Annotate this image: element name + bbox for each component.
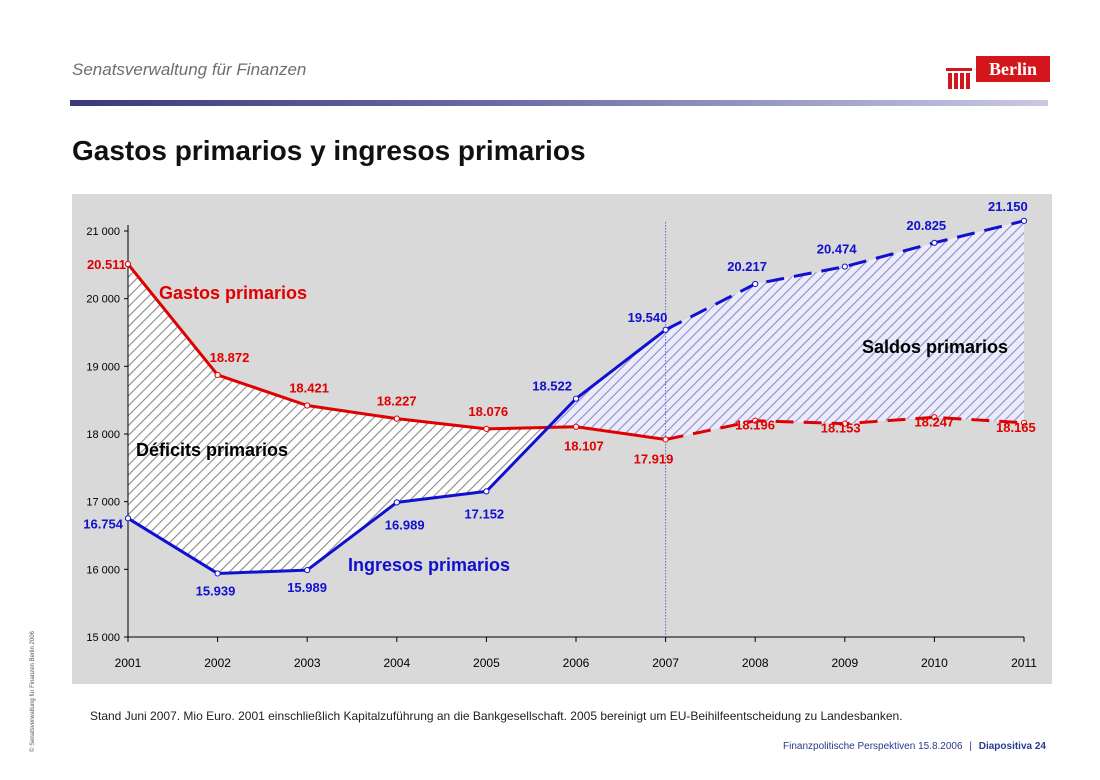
berlin-bear-mark-icon — [946, 68, 972, 89]
point-ingresos — [214, 570, 221, 577]
point-gastos — [572, 423, 580, 430]
series-label-ingresos: Ingresos primarios — [348, 555, 510, 575]
data-label-ingresos: 18.522 — [532, 379, 572, 394]
point-gastos — [304, 402, 311, 409]
surplus-area — [548, 220, 1024, 440]
primary-balance-chart: 15 000 16 000 17 000 18 000 19 000 20 000 21 0… — [72, 194, 1052, 684]
data-label-ingresos: 20.217 — [727, 259, 767, 274]
point-gastos — [841, 420, 848, 427]
data-label-gastos: 18.107 — [564, 439, 604, 454]
y-tick-label: 17 000 — [86, 497, 120, 509]
line-ingresos-projection — [664, 219, 1025, 332]
x-tick-label: 2001 — [115, 656, 142, 670]
page-number: Diapositiva 24 — [978, 741, 1046, 752]
data-label-ingresos: 21.150 — [988, 199, 1028, 214]
data-label-gastos: 18.421 — [289, 381, 329, 396]
logo-badge — [976, 56, 1050, 82]
footer-separator: | — [969, 741, 972, 752]
data-label-gastos: 20.511 — [87, 257, 126, 272]
point-gastos — [1020, 419, 1028, 426]
data-label-gastos: 18.196 — [735, 418, 775, 433]
point-ingresos — [304, 566, 311, 574]
y-tick-label: 21 000 — [86, 226, 120, 238]
x-tick-label: 2007 — [652, 656, 679, 670]
point-gastos — [662, 436, 669, 443]
point-gastos — [931, 414, 938, 421]
y-tick-label: 16 000 — [86, 564, 120, 576]
x-tick-label: 2003 — [294, 656, 321, 670]
point-ingresos — [393, 499, 400, 506]
series-label-gastos: Gastos primarios — [159, 283, 307, 303]
footer-source: Finanzpolitische Perspektiven 15.8.2006 — [783, 741, 963, 752]
y-tick-label: 19 000 — [86, 361, 120, 373]
data-label-gastos: 18.153 — [821, 421, 861, 436]
data-label-ingresos: 17.152 — [464, 506, 504, 521]
data-label-ingresos: 20.474 — [817, 242, 858, 257]
x-tick-label: 2009 — [831, 656, 858, 670]
data-label-ingresos: 16.989 — [385, 517, 425, 532]
x-tick-label: 2010 — [921, 656, 948, 670]
data-label-ingresos: 15.939 — [196, 583, 236, 598]
data-label-gastos: 18.247 — [914, 414, 954, 429]
x-tick-label: 2008 — [742, 656, 769, 670]
point-ingresos — [931, 239, 938, 246]
data-label-ingresos: 16.754 — [83, 516, 124, 531]
point-ingresos — [662, 326, 669, 333]
annotation-deficit: Déficits primarios — [136, 440, 288, 460]
point-ingresos — [124, 515, 132, 522]
berlin-logo: Berlin — [946, 56, 1050, 89]
point-gastos — [483, 425, 490, 432]
organization-name: Senatsverwaltung für Finanzen — [72, 60, 307, 79]
point-ingresos — [483, 488, 490, 495]
y-tick-label: 15 000 — [86, 632, 120, 644]
point-ingresos — [841, 263, 848, 270]
copyright-notice: © Senatsverwaltung für Finanzen Berlin 2… — [30, 631, 36, 752]
data-label-gastos: 17.919 — [634, 451, 674, 466]
data-label-gastos: 18.165 — [996, 420, 1036, 435]
point-gastos — [393, 415, 400, 422]
data-label-gastos: 18.076 — [468, 404, 508, 419]
footer-bar: Finanzpolitische Perspektiven 15.8.2006 … — [783, 741, 1046, 752]
point-ingresos — [572, 395, 580, 402]
point-gastos — [752, 417, 759, 424]
page-title: Gastos primarios y ingresos primarios — [72, 135, 586, 166]
data-label-ingresos: 15.989 — [287, 580, 327, 595]
data-label-ingresos: 20.825 — [906, 218, 946, 233]
header-rule — [70, 100, 1048, 106]
point-ingresos — [752, 280, 759, 288]
x-tick-label: 2006 — [563, 656, 590, 670]
data-label-gastos: 18.872 — [210, 350, 250, 365]
annotation-saldo: Saldos primarios — [862, 337, 1008, 357]
y-tick-label: 18 000 — [86, 429, 120, 441]
data-label-ingresos: 19.540 — [628, 310, 668, 325]
footnote: Stand Juni 2007. Mio Euro. 2001 einschli… — [90, 709, 903, 723]
x-tick-label: 2002 — [204, 656, 231, 670]
point-ingresos — [1020, 217, 1028, 224]
logo-text: Berlin — [989, 59, 1037, 79]
data-label-gastos: 18.227 — [377, 394, 417, 409]
point-gastos — [214, 371, 221, 379]
y-tick-label: 20 000 — [86, 294, 120, 306]
point-gastos — [124, 260, 132, 268]
x-tick-label: 2005 — [473, 656, 500, 670]
x-tick-label: 2004 — [383, 656, 410, 670]
x-tick-label: 2011 — [1011, 656, 1037, 670]
